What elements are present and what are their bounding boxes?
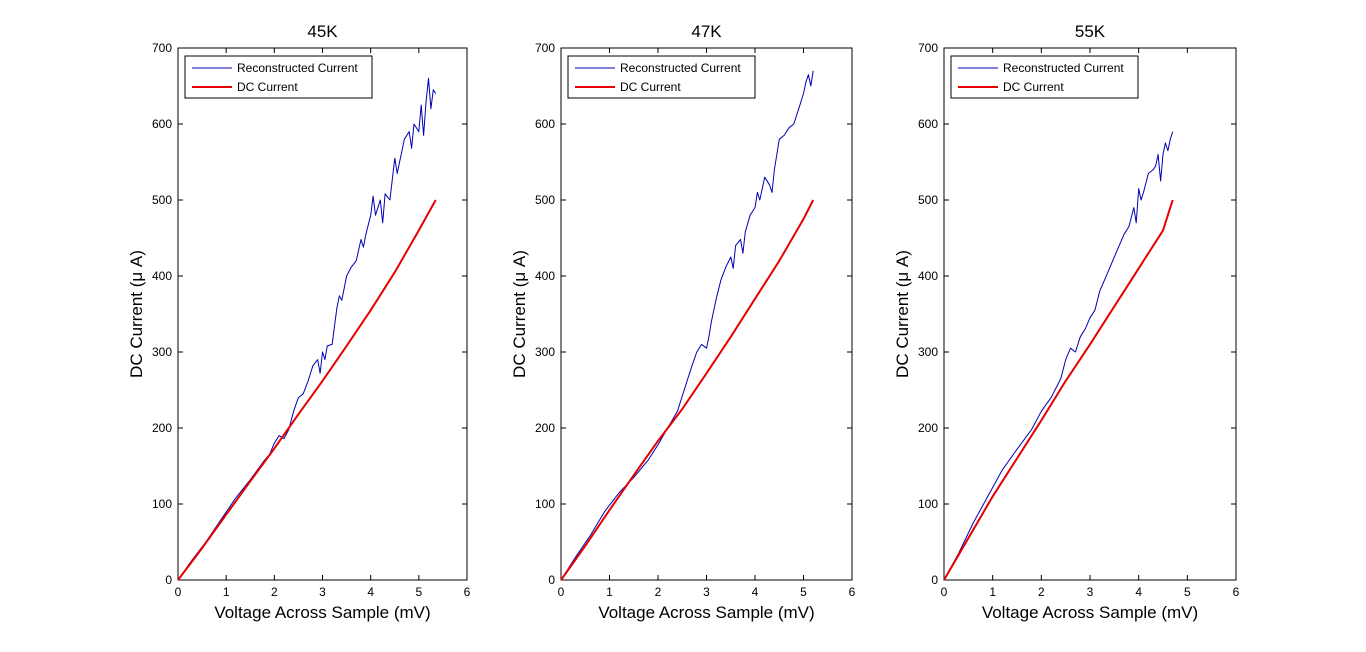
legend-entry-label: Reconstructed Current — [1003, 61, 1124, 75]
y-tick-label: 300 — [152, 345, 172, 359]
x-axis-label: Voltage Across Sample (mV) — [598, 603, 814, 622]
x-tick-label: 1 — [223, 585, 230, 599]
legend-entry-label: Reconstructed Current — [237, 61, 358, 75]
y-tick-label: 100 — [535, 497, 555, 511]
y-tick-label: 300 — [535, 345, 555, 359]
chart-title: 55K — [1075, 22, 1106, 41]
legend-box — [567, 55, 756, 99]
series-line-dc-current — [177, 199, 437, 581]
y-tick-label: 100 — [152, 497, 172, 511]
y-tick-label: 0 — [165, 573, 172, 587]
legend: Reconstructed Current DC Current — [950, 55, 1139, 99]
x-tick-label: 6 — [1233, 585, 1240, 599]
series-line-reconstructed-current — [177, 77, 437, 581]
plot-area — [177, 47, 468, 581]
y-tick-label: 400 — [918, 269, 938, 283]
y-tick-label: 400 — [535, 269, 555, 283]
y-tick-label: 600 — [152, 117, 172, 131]
series-line-reconstructed-current — [943, 131, 1174, 581]
legend-entry-label: DC Current — [237, 80, 298, 94]
legend: Reconstructed Current DC Current — [567, 55, 756, 99]
x-tick-label: 3 — [703, 585, 710, 599]
x-tick-label: 4 — [1135, 585, 1142, 599]
x-tick-label: 0 — [941, 585, 948, 599]
y-tick-label: 300 — [918, 345, 938, 359]
x-tick-label: 2 — [271, 585, 278, 599]
x-tick-label: 2 — [1038, 585, 1045, 599]
chart-title: 47K — [691, 22, 722, 41]
x-tick-label: 2 — [655, 585, 662, 599]
legend-entry-label: DC Current — [1003, 80, 1064, 94]
legend: Reconstructed Current DC Current — [184, 55, 373, 99]
x-tick-label: 4 — [367, 585, 374, 599]
series-line-reconstructed-current — [560, 70, 814, 581]
y-tick-label: 0 — [548, 573, 555, 587]
x-tick-label: 6 — [464, 585, 471, 599]
x-tick-label: 5 — [800, 585, 807, 599]
x-tick-label: 4 — [752, 585, 759, 599]
legend-entry-label: Reconstructed Current — [620, 61, 741, 75]
y-tick-label: 200 — [152, 421, 172, 435]
x-axis-label: Voltage Across Sample (mV) — [982, 603, 1198, 622]
y-tick-label: 200 — [535, 421, 555, 435]
subplot-47k: 0 1 2 3 4 5 6 0 100 200 300 400 500 600 700 47K Voltage … — [510, 22, 856, 622]
x-tick-label: 3 — [1087, 585, 1094, 599]
x-tick-label: 6 — [849, 585, 856, 599]
x-tick-label: 1 — [989, 585, 996, 599]
series-line-dc-current — [943, 199, 1174, 581]
y-tick-label: 500 — [918, 193, 938, 207]
y-tick-label: 500 — [535, 193, 555, 207]
y-tick-label: 100 — [918, 497, 938, 511]
y-tick-label: 0 — [931, 573, 938, 587]
x-tick-label: 1 — [606, 585, 613, 599]
y-tick-label: 700 — [535, 41, 555, 55]
plot-area — [560, 47, 853, 581]
chart-title: 45K — [307, 22, 338, 41]
x-tick-label: 3 — [319, 585, 326, 599]
x-tick-label: 5 — [415, 585, 422, 599]
y-tick-label: 500 — [152, 193, 172, 207]
y-tick-label: 700 — [152, 41, 172, 55]
plot-area — [943, 47, 1237, 581]
series-line-dc-current — [560, 199, 815, 581]
subplot-45k: 0 1 2 3 4 5 6 0 100 200 300 400 500 600 700 45K Voltage … — [127, 22, 471, 622]
legend-box — [184, 55, 373, 99]
x-tick-label: 0 — [558, 585, 565, 599]
y-tick-label: 200 — [918, 421, 938, 435]
x-tick-label: 5 — [1184, 585, 1191, 599]
y-tick-label: 600 — [918, 117, 938, 131]
y-axis-label: DC Current (μ A) — [127, 250, 146, 378]
x-tick-label: 0 — [175, 585, 182, 599]
y-axis-label: DC Current (μ A) — [893, 250, 912, 378]
subplot-55k: 0 1 2 3 4 5 6 0 100 200 300 400 500 600 700 55K Voltage … — [893, 22, 1240, 622]
y-tick-label: 400 — [152, 269, 172, 283]
legend-box — [950, 55, 1139, 99]
y-tick-label: 700 — [918, 41, 938, 55]
legend-entry-label: DC Current — [620, 80, 681, 94]
y-axis-label: DC Current (μ A) — [510, 250, 529, 378]
y-tick-label: 600 — [535, 117, 555, 131]
x-axis-label: Voltage Across Sample (mV) — [214, 603, 430, 622]
